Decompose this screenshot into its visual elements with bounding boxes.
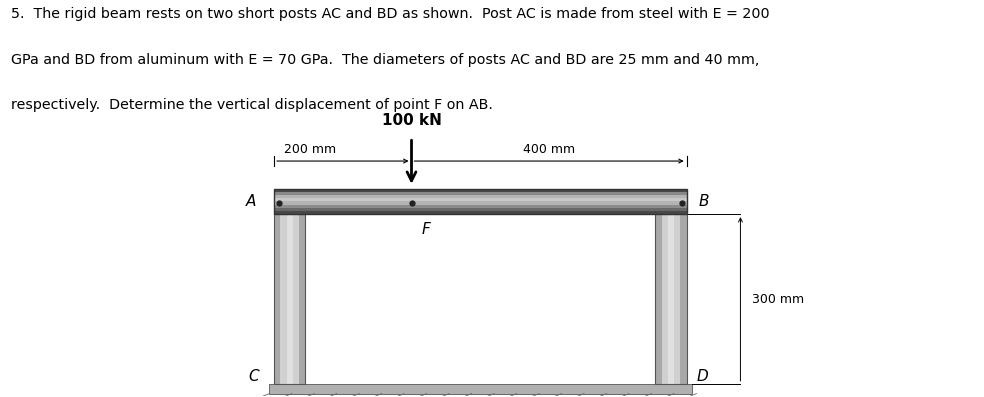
Text: F: F (421, 222, 430, 237)
Bar (280, 214, 286, 384)
Bar (668, 214, 674, 384)
Bar (655, 214, 661, 384)
Bar (655, 214, 687, 384)
Text: 200 mm: 200 mm (284, 143, 336, 156)
Bar (661, 214, 668, 384)
Text: C: C (249, 369, 260, 384)
Bar (275, 211, 687, 214)
Bar (275, 192, 687, 195)
Text: respectively.  Determine the vertical displacement of point F on AB.: respectively. Determine the vertical dis… (11, 98, 493, 112)
Bar (270, 384, 692, 394)
Bar (286, 214, 293, 384)
Text: 300 mm: 300 mm (752, 293, 804, 306)
Bar (299, 214, 305, 384)
Text: 100 kN: 100 kN (382, 112, 442, 127)
Bar (275, 208, 687, 211)
Bar (680, 214, 687, 384)
Bar (275, 201, 687, 205)
Bar (275, 214, 280, 384)
Bar (275, 195, 687, 198)
Bar (674, 214, 680, 384)
Text: A: A (246, 194, 257, 209)
Text: B: B (699, 194, 708, 209)
Text: 400 mm: 400 mm (523, 143, 576, 156)
Bar (293, 214, 299, 384)
Bar (275, 189, 687, 192)
Bar (275, 205, 687, 208)
Text: 5.  The rigid beam rests on two short posts AC and BD as shown.  Post AC is made: 5. The rigid beam rests on two short pos… (11, 7, 769, 21)
Bar (275, 198, 687, 201)
Text: D: D (697, 369, 708, 384)
Bar (275, 189, 687, 214)
Bar (275, 214, 305, 384)
Text: GPa and BD from aluminum with E = 70 GPa.  The diameters of posts AC and BD are : GPa and BD from aluminum with E = 70 GPa… (11, 53, 760, 67)
